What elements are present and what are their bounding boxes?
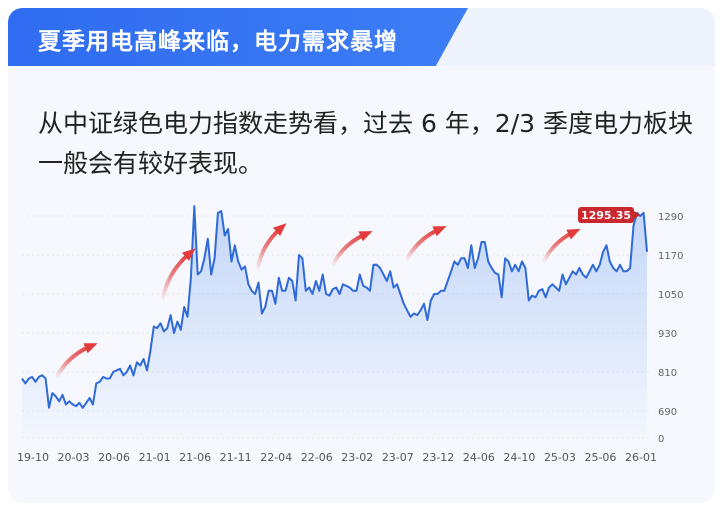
- trend-arrow: [255, 223, 287, 273]
- x-tick-label: 20-03: [58, 451, 90, 464]
- trend-arrow-shaft: [54, 344, 93, 380]
- y-tick-label: 0: [658, 434, 664, 445]
- x-tick-label: 23-12: [422, 451, 454, 464]
- title-tab: [8, 8, 468, 66]
- last-value-text: 1295.35: [581, 209, 631, 222]
- y-tick-label: 810: [658, 368, 677, 379]
- x-tick-label: 19-10: [17, 451, 49, 464]
- x-tick-label: 23-02: [341, 451, 373, 464]
- trend-arrow-shaft: [255, 226, 283, 273]
- y-tick-label: 690: [658, 407, 677, 418]
- x-tick-label: 25-03: [544, 451, 576, 464]
- trend-arrow: [404, 226, 447, 263]
- x-tick-label: 20-06: [98, 451, 130, 464]
- x-tick-label: 21-11: [220, 451, 252, 464]
- trend-arrow-shaft: [541, 230, 576, 265]
- series-area: [22, 206, 647, 438]
- last-value-badge: [578, 207, 634, 223]
- trend-arrow: [160, 248, 196, 303]
- trend-arrow-shaft: [160, 251, 192, 303]
- trend-arrow: [541, 228, 581, 265]
- trend-arrows: [54, 223, 581, 380]
- trend-arrow: [54, 343, 98, 380]
- x-axis: 19-10 20-03 20-06 21-01 21-06 21-11 22-04 22-06…: [17, 451, 657, 464]
- x-tick-label: 22-06: [301, 451, 333, 464]
- y-tick-label: 930: [658, 329, 677, 340]
- x-tick-label: 24-06: [463, 451, 495, 464]
- series-line: [21, 205, 648, 409]
- y-tick-label: 1290: [658, 212, 683, 223]
- card: 夏季用电高峰来临，电力需求暴增 从中证绿色电力指数走势看，过去 6 年，2/3 …: [8, 8, 715, 503]
- x-tick-label: 26-01: [625, 451, 657, 464]
- x-tick-label: 25-06: [584, 451, 616, 464]
- y-tick-label: 1170: [658, 251, 683, 262]
- last-value-label: 1295.35: [578, 207, 640, 223]
- trend-arrow-head: [83, 343, 98, 354]
- last-value-pointer: [634, 211, 640, 219]
- chart-description: 从中证绿色电力指数走势看，过去 6 年，2/3 季度电力板块一般会有较好表现。: [38, 109, 693, 178]
- trend-arrow: [330, 231, 373, 268]
- x-tick-label: 21-01: [139, 451, 171, 464]
- y-tick-label: 1050: [658, 290, 683, 301]
- trend-arrow-head: [432, 226, 447, 237]
- trend-arrow-shaft: [330, 232, 368, 268]
- x-tick-label: 22-04: [260, 451, 292, 464]
- area-fill: [22, 206, 647, 438]
- x-tick-label: 21-06: [179, 451, 211, 464]
- x-tick-label: 23-07: [382, 451, 414, 464]
- line-chart: 0 690 810 930 1050 1170 1290 19-10 20-03 20-06 21…: [17, 205, 683, 464]
- trend-arrow-head: [182, 248, 196, 261]
- trend-arrow-head: [566, 228, 581, 240]
- title-bar: 夏季用电高峰来临，电力需求暴增: [8, 8, 715, 66]
- page-title: 夏季用电高峰来临，电力需求暴增: [38, 29, 398, 55]
- y-axis: 0 690 810 930 1050 1170 1290: [658, 212, 683, 445]
- trend-arrow-head: [358, 231, 373, 242]
- x-tick-label: 24-10: [503, 451, 535, 464]
- trend-arrow-shaft: [404, 227, 442, 263]
- trend-arrow-head: [273, 223, 287, 236]
- line-series: [21, 205, 648, 409]
